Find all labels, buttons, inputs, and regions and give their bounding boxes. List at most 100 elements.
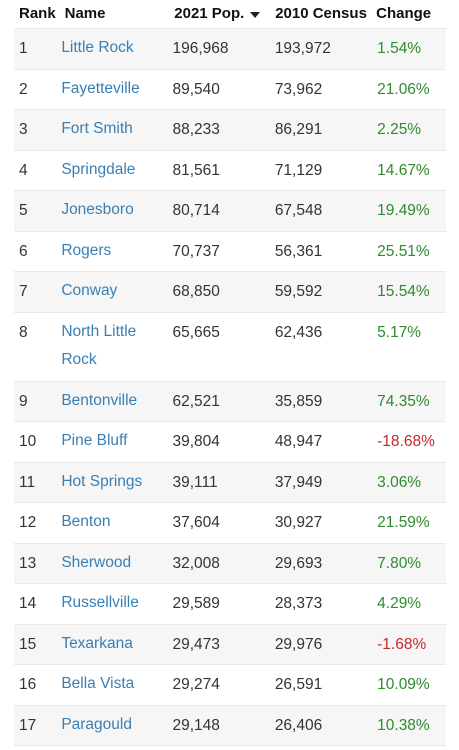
table-row: 10 Pine Bluff 39,804 48,947 -18.68%: [14, 422, 446, 463]
rank-cell: 11: [19, 473, 36, 491]
table-row: 5 Jonesboro 80,714 67,548 19.49%: [14, 191, 446, 232]
table-header-row: Rank Name 2021 Pop. 2010 Census Change: [0, 0, 446, 22]
change-cell: 10.09%: [377, 676, 430, 693]
city-link[interactable]: Springdale: [61, 160, 136, 178]
pop-2021-cell: 39,804: [172, 433, 220, 450]
change-cell: -18.68%: [377, 433, 435, 450]
city-link[interactable]: Russellville: [61, 594, 139, 611]
rank-cell: 7: [19, 283, 28, 300]
table-row: 7 Conway 68,850 59,592 15.54%: [14, 272, 446, 313]
change-cell: 1.54%: [377, 40, 422, 57]
census-2010-cell: 29,693: [274, 554, 323, 572]
change-cell: 15.54%: [377, 283, 430, 300]
table-header: Rank Name 2021 Pop. 2010 Census Change: [14, 0, 446, 29]
pop-2021-cell: 81,561: [172, 161, 220, 179]
pop-2021-cell: 29,589: [172, 595, 220, 612]
change-cell: 19.49%: [377, 202, 430, 219]
city-link[interactable]: Texarkana: [61, 634, 133, 652]
census-2010-cell: 86,291: [274, 121, 323, 138]
pop-2021-cell: 37,604: [172, 514, 220, 531]
census-2010-cell: 30,927: [274, 514, 323, 531]
city-link[interactable]: Bentonville: [61, 391, 138, 409]
table-row: 13 Sherwood 32,008 29,693 7.80%: [14, 543, 446, 584]
census-2010-cell: 71,129: [274, 161, 323, 179]
table-row: 17 Paragould 29,148 26,406 10.38%: [14, 705, 446, 746]
pop-2021-cell: 62,521: [172, 392, 220, 410]
census-2010-cell: 26,591: [274, 676, 323, 693]
census-2010-cell: 48,947: [274, 433, 323, 450]
rank-cell: 15: [19, 635, 37, 653]
change-cell: 3.06%: [377, 473, 422, 491]
table-row: 11 Hot Springs 39,111 37,949 3.06%: [14, 462, 446, 503]
column-header-name[interactable]: Name: [64, 5, 106, 22]
city-link[interactable]: Paragould: [61, 715, 132, 733]
change-cell: 21.06%: [377, 80, 430, 98]
column-header-2021-pop-label: 2021 Pop.: [174, 5, 245, 22]
city-link[interactable]: Bella Vista: [61, 675, 135, 692]
rank-cell: 1: [19, 40, 28, 57]
change-cell: 14.67%: [377, 161, 430, 179]
table-row: 3 Fort Smith 88,233 86,291 2.25%: [14, 110, 446, 151]
city-link[interactable]: Sherwood: [61, 553, 132, 571]
pop-2021-cell: 29,473: [172, 635, 220, 653]
caret-down-icon: [250, 11, 261, 18]
pop-2021-cell: 80,714: [172, 202, 220, 219]
census-2010-cell: 67,548: [274, 202, 323, 219]
table-row: 9 Bentonville 62,521 35,859 74.35%: [14, 381, 446, 422]
change-cell: 5.17%: [377, 323, 422, 341]
change-cell: 74.35%: [377, 392, 430, 410]
column-header-rank[interactable]: Rank: [19, 5, 56, 22]
pop-2021-cell: 70,737: [172, 242, 220, 260]
rank-cell: 9: [19, 392, 28, 410]
change-cell: 4.29%: [377, 595, 422, 612]
rank-cell: 16: [19, 676, 37, 693]
table-body: 1 Little Rock 196,968 193,972 1.54% 2 Fayettev…: [0, 29, 459, 746]
table-row: 2 Fayetteville 89,540 73,962 21.06%: [14, 70, 446, 110]
table-row: 16 Bella Vista 29,274 26,591 10.09%: [14, 665, 446, 706]
city-link[interactable]: Benton: [61, 513, 111, 530]
city-link[interactable]: Pine Bluff: [61, 432, 128, 449]
census-2010-cell: 37,949: [274, 473, 323, 491]
pop-2021-cell: 68,850: [172, 283, 220, 300]
rank-cell: 2: [19, 80, 28, 98]
pop-2021-cell: 29,148: [172, 716, 220, 734]
rank-cell: 14: [19, 595, 37, 612]
column-header-2010-census[interactable]: 2010 Census: [275, 5, 367, 22]
census-2010-cell: 26,406: [274, 716, 323, 734]
column-header-change[interactable]: Change: [376, 5, 432, 22]
table-row: 12 Benton 37,604 30,927 21.59%: [14, 503, 446, 544]
city-link[interactable]: North Little Rock: [61, 322, 137, 368]
rank-cell: 17: [19, 716, 37, 734]
census-2010-cell: 73,962: [274, 80, 323, 98]
city-link[interactable]: Little Rock: [61, 39, 134, 56]
column-header-2021-pop[interactable]: 2021 Pop.: [174, 5, 275, 22]
census-2010-cell: 59,592: [274, 283, 323, 300]
change-cell: 21.59%: [377, 514, 430, 531]
city-link[interactable]: Fayetteville: [61, 79, 140, 97]
census-2010-cell: 56,361: [274, 242, 323, 260]
rank-cell: 5: [19, 202, 28, 219]
change-cell: -1.68%: [377, 635, 427, 653]
rank-cell: 6: [19, 242, 28, 260]
city-link[interactable]: Rogers: [61, 241, 112, 259]
census-2010-cell: 28,373: [274, 595, 323, 612]
change-cell: 2.25%: [377, 121, 422, 138]
change-cell: 10.38%: [377, 716, 430, 734]
census-2010-cell: 35,859: [274, 392, 323, 410]
rank-cell: 3: [19, 121, 28, 138]
table-row: 4 Springdale 81,561 71,129 14.67%: [14, 151, 446, 191]
rank-cell: 12: [19, 514, 37, 531]
table-row: 6 Rogers 70,737 56,361 25.51%: [14, 232, 446, 272]
city-link[interactable]: Fort Smith: [61, 120, 133, 137]
census-2010-cell: 193,972: [274, 40, 331, 57]
rank-cell: 8: [19, 323, 28, 341]
city-link[interactable]: Hot Springs: [61, 472, 143, 490]
change-cell: 25.51%: [377, 242, 430, 260]
pop-2021-cell: 39,111: [172, 473, 218, 491]
city-link[interactable]: Conway: [61, 282, 118, 299]
rank-cell: 10: [19, 433, 37, 450]
rank-cell: 4: [19, 161, 28, 179]
city-link[interactable]: Jonesboro: [61, 201, 134, 218]
table-row: 14 Russellville 29,589 28,373 4.29%: [14, 584, 446, 625]
